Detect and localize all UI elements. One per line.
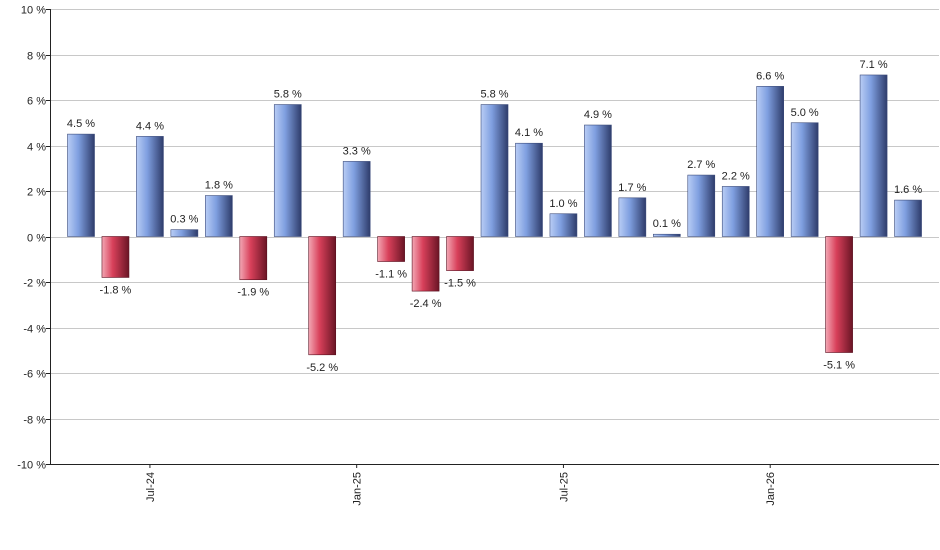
- bar-value-label: 1.7 %: [618, 182, 646, 194]
- y-tick-label: 8 %: [27, 51, 46, 63]
- bar-positive: [136, 136, 164, 237]
- bar-value-label: -5.2 %: [306, 362, 338, 374]
- bar-value-label: -1.1 %: [375, 269, 407, 281]
- bar-value-label: 2.2 %: [722, 170, 750, 182]
- bar-negative: [825, 236, 853, 353]
- bar-value-label: 6.6 %: [756, 70, 784, 82]
- y-tick-label: 6 %: [27, 96, 46, 108]
- bar-positive: [480, 104, 509, 237]
- axes: [50, 9, 939, 465]
- x-axis-tick-labels: Jul-24 Jan-25 Jul-25 Jan-26: [145, 464, 777, 506]
- y-tick-label: 0 %: [27, 233, 46, 245]
- bar-value-label: 5.8 %: [480, 89, 508, 101]
- bar-positive: [170, 229, 199, 237]
- x-tick-label: Jul-24: [145, 472, 157, 502]
- bar-positive: [273, 104, 302, 237]
- bar-positive: [515, 142, 543, 237]
- bar-negative: [239, 236, 268, 281]
- y-tick-label: 4 %: [27, 142, 46, 154]
- bar-value-label: 4.4 %: [136, 120, 164, 132]
- bar-value-label: 2.7 %: [687, 159, 715, 171]
- y-tick-label: -2 %: [23, 278, 46, 290]
- bar-value-label: 7.1 %: [860, 59, 888, 71]
- y-tick-label: 2 %: [27, 187, 46, 199]
- bar-value-label: 5.0 %: [791, 107, 819, 119]
- bar-negative: [377, 236, 405, 262]
- bar-negative: [308, 236, 337, 356]
- bar-value-label: 3.3 %: [343, 145, 371, 157]
- bar-positive: [721, 186, 750, 237]
- bar-value-label: 0.1 %: [653, 218, 681, 230]
- bar-value-label: 4.9 %: [584, 109, 612, 121]
- bar-negative: [101, 236, 130, 278]
- bar-value-label: -1.8 %: [100, 284, 132, 296]
- x-tick-label: Jan-25: [352, 472, 364, 506]
- bars: [67, 74, 922, 356]
- y-tick-label: -10 %: [17, 460, 46, 472]
- bar-value-label: 4.5 %: [67, 118, 95, 130]
- bar-positive: [859, 74, 888, 237]
- bar-value-label: -1.9 %: [237, 287, 269, 299]
- y-axis-tick-labels: 10 % 8 % 6 % 4 % 2 % 0 % -2 % -4 % -6 % -8 % -10 %: [17, 5, 50, 472]
- bar-value-label: -1.5 %: [444, 278, 476, 290]
- bar-value-label: 1.6 %: [894, 184, 922, 196]
- bar-value-label: -5.1 %: [823, 360, 855, 372]
- data-labels: 4.5 % -1.8 % 4.4 % 0.3 % 1.8 % -1.9 % 5.8 % -5.…: [67, 59, 922, 374]
- bar-positive: [894, 199, 922, 237]
- bar-positive: [67, 133, 95, 237]
- bar-value-label: 0.3 %: [170, 214, 198, 226]
- x-tick-label: Jan-26: [765, 472, 777, 506]
- bar-negative: [446, 236, 474, 271]
- bar-value-label: 1.0 %: [549, 198, 577, 210]
- bar-positive: [756, 86, 785, 237]
- bar-value-label: 5.8 %: [274, 89, 302, 101]
- bar-positive: [618, 197, 647, 237]
- bar-positive: [549, 213, 578, 237]
- bar-negative: [411, 236, 440, 292]
- bar-value-label: 4.1 %: [515, 127, 543, 139]
- y-tick-label: -4 %: [23, 324, 46, 336]
- bar-positive: [342, 161, 371, 237]
- y-tick-label: 10 %: [21, 5, 46, 17]
- bar-value-label: 1.8 %: [205, 180, 233, 192]
- x-tick-label: Jul-25: [558, 472, 570, 502]
- bar-positive: [687, 174, 716, 237]
- bar-positive: [790, 122, 819, 237]
- bar-positive: [584, 124, 612, 237]
- bar-value-label: -2.4 %: [410, 298, 442, 310]
- gridlines: [50, 9, 939, 465]
- bar-positive: [205, 195, 233, 237]
- y-tick-label: -8 %: [23, 415, 46, 427]
- bar-positive: [653, 233, 681, 237]
- y-tick-label: -6 %: [23, 369, 46, 381]
